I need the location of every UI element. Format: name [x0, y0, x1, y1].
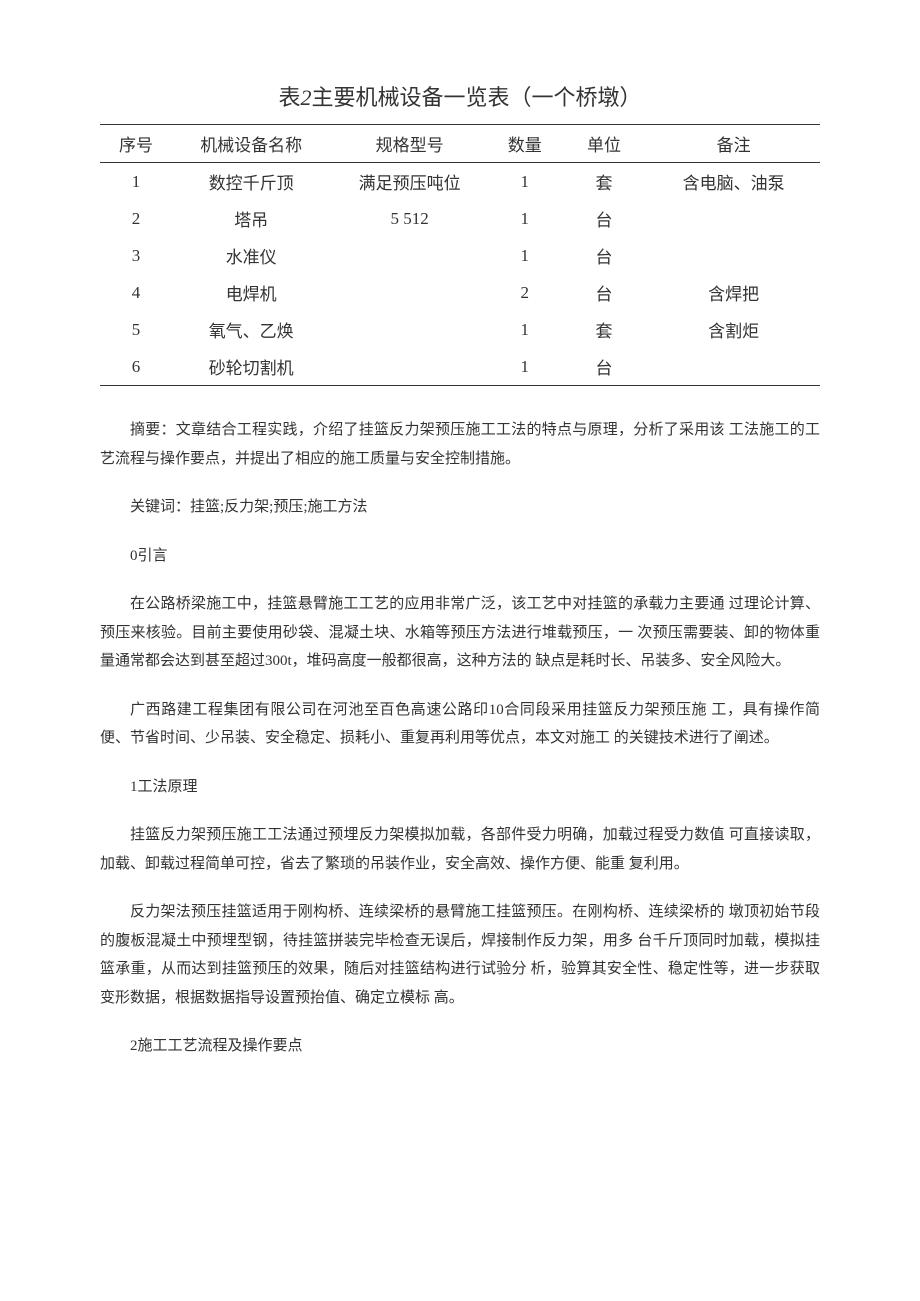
- cell-seq: 2: [100, 200, 172, 237]
- col-header-name: 机械设备名称: [172, 125, 330, 163]
- paragraph-keywords: 关键词：挂篮;反力架;预压;施工方法: [100, 493, 820, 522]
- cell-qty: 1: [489, 348, 561, 386]
- cell-spec: [330, 237, 488, 274]
- col-header-spec: 规格型号: [330, 125, 488, 163]
- cell-qty: 1: [489, 200, 561, 237]
- paragraph-section0: 0引言: [100, 542, 820, 571]
- cell-unit: 套: [561, 311, 647, 348]
- paragraph-company: 广西路建工程集团有限公司在河池至百色高速公路印10合同段采用挂篮反力架预压施 工…: [100, 696, 820, 753]
- cell-spec: [330, 274, 488, 311]
- cell-name: 数控千斤顶: [172, 163, 330, 201]
- title-prefix: 表: [278, 85, 300, 110]
- title-text: 主要机械设备一览表（一个桥墩）: [312, 85, 642, 110]
- cell-seq: 3: [100, 237, 172, 274]
- cell-seq: 4: [100, 274, 172, 311]
- cell-spec: [330, 348, 488, 386]
- cell-spec: [330, 311, 488, 348]
- cell-note: 含焊把: [647, 274, 820, 311]
- cell-spec: 5 512: [330, 200, 488, 237]
- col-header-seq: 序号: [100, 125, 172, 163]
- cell-spec: 满足预压吨位: [330, 163, 488, 201]
- cell-note: 含电脑、油泵: [647, 163, 820, 201]
- cell-name: 水准仪: [172, 237, 330, 274]
- table-row: 5 氧气、乙焕 1 套 含割炬: [100, 311, 820, 348]
- paragraph-principle2: 反力架法预压挂篮适用于刚构桥、连续梁桥的悬臂施工挂篮预压。在刚构桥、连续梁桥的 …: [100, 898, 820, 1012]
- table-row: 6 砂轮切割机 1 台: [100, 348, 820, 386]
- equipment-table: 序号 机械设备名称 规格型号 数量 单位 备注 1 数控千斤顶 满足预压吨位 1…: [100, 124, 820, 386]
- paragraph-abstract: 摘要：文章结合工程实践，介绍了挂篮反力架预压施工工法的特点与原理，分析了采用该 …: [100, 416, 820, 473]
- cell-unit: 台: [561, 237, 647, 274]
- cell-name: 砂轮切割机: [172, 348, 330, 386]
- paragraph-section2: 2施工工艺流程及操作要点: [100, 1032, 820, 1061]
- cell-unit: 台: [561, 348, 647, 386]
- cell-note: [647, 348, 820, 386]
- cell-unit: 台: [561, 274, 647, 311]
- paragraph-intro: 在公路桥梁施工中，挂篮悬臂施工工艺的应用非常广泛，该工艺中对挂篮的承载力主要通 …: [100, 590, 820, 676]
- cell-note: [647, 237, 820, 274]
- cell-seq: 6: [100, 348, 172, 386]
- table-header-row: 序号 机械设备名称 规格型号 数量 单位 备注: [100, 125, 820, 163]
- cell-qty: 2: [489, 274, 561, 311]
- col-header-qty: 数量: [489, 125, 561, 163]
- table-row: 1 数控千斤顶 满足预压吨位 1 套 含电脑、油泵: [100, 163, 820, 201]
- table-title: 表2主要机械设备一览表（一个桥墩）: [100, 80, 820, 112]
- cell-name: 氧气、乙焕: [172, 311, 330, 348]
- cell-qty: 1: [489, 237, 561, 274]
- cell-name: 电焊机: [172, 274, 330, 311]
- cell-seq: 1: [100, 163, 172, 201]
- document-content: 摘要：文章结合工程实践，介绍了挂篮反力架预压施工工法的特点与原理，分析了采用该 …: [100, 416, 820, 1061]
- table-row: 3 水准仪 1 台: [100, 237, 820, 274]
- paragraph-section1: 1工法原理: [100, 773, 820, 802]
- col-header-unit: 单位: [561, 125, 647, 163]
- cell-unit: 台: [561, 200, 647, 237]
- cell-seq: 5: [100, 311, 172, 348]
- cell-note: 含割炬: [647, 311, 820, 348]
- paragraph-principle1: 挂篮反力架预压施工工法通过预埋反力架模拟加载，各部件受力明确，加载过程受力数值 …: [100, 821, 820, 878]
- col-header-note: 备注: [647, 125, 820, 163]
- title-number: 2: [301, 85, 312, 110]
- cell-qty: 1: [489, 311, 561, 348]
- table-row: 2 塔吊 5 512 1 台: [100, 200, 820, 237]
- cell-note: [647, 200, 820, 237]
- cell-name: 塔吊: [172, 200, 330, 237]
- cell-unit: 套: [561, 163, 647, 201]
- cell-qty: 1: [489, 163, 561, 201]
- table-row: 4 电焊机 2 台 含焊把: [100, 274, 820, 311]
